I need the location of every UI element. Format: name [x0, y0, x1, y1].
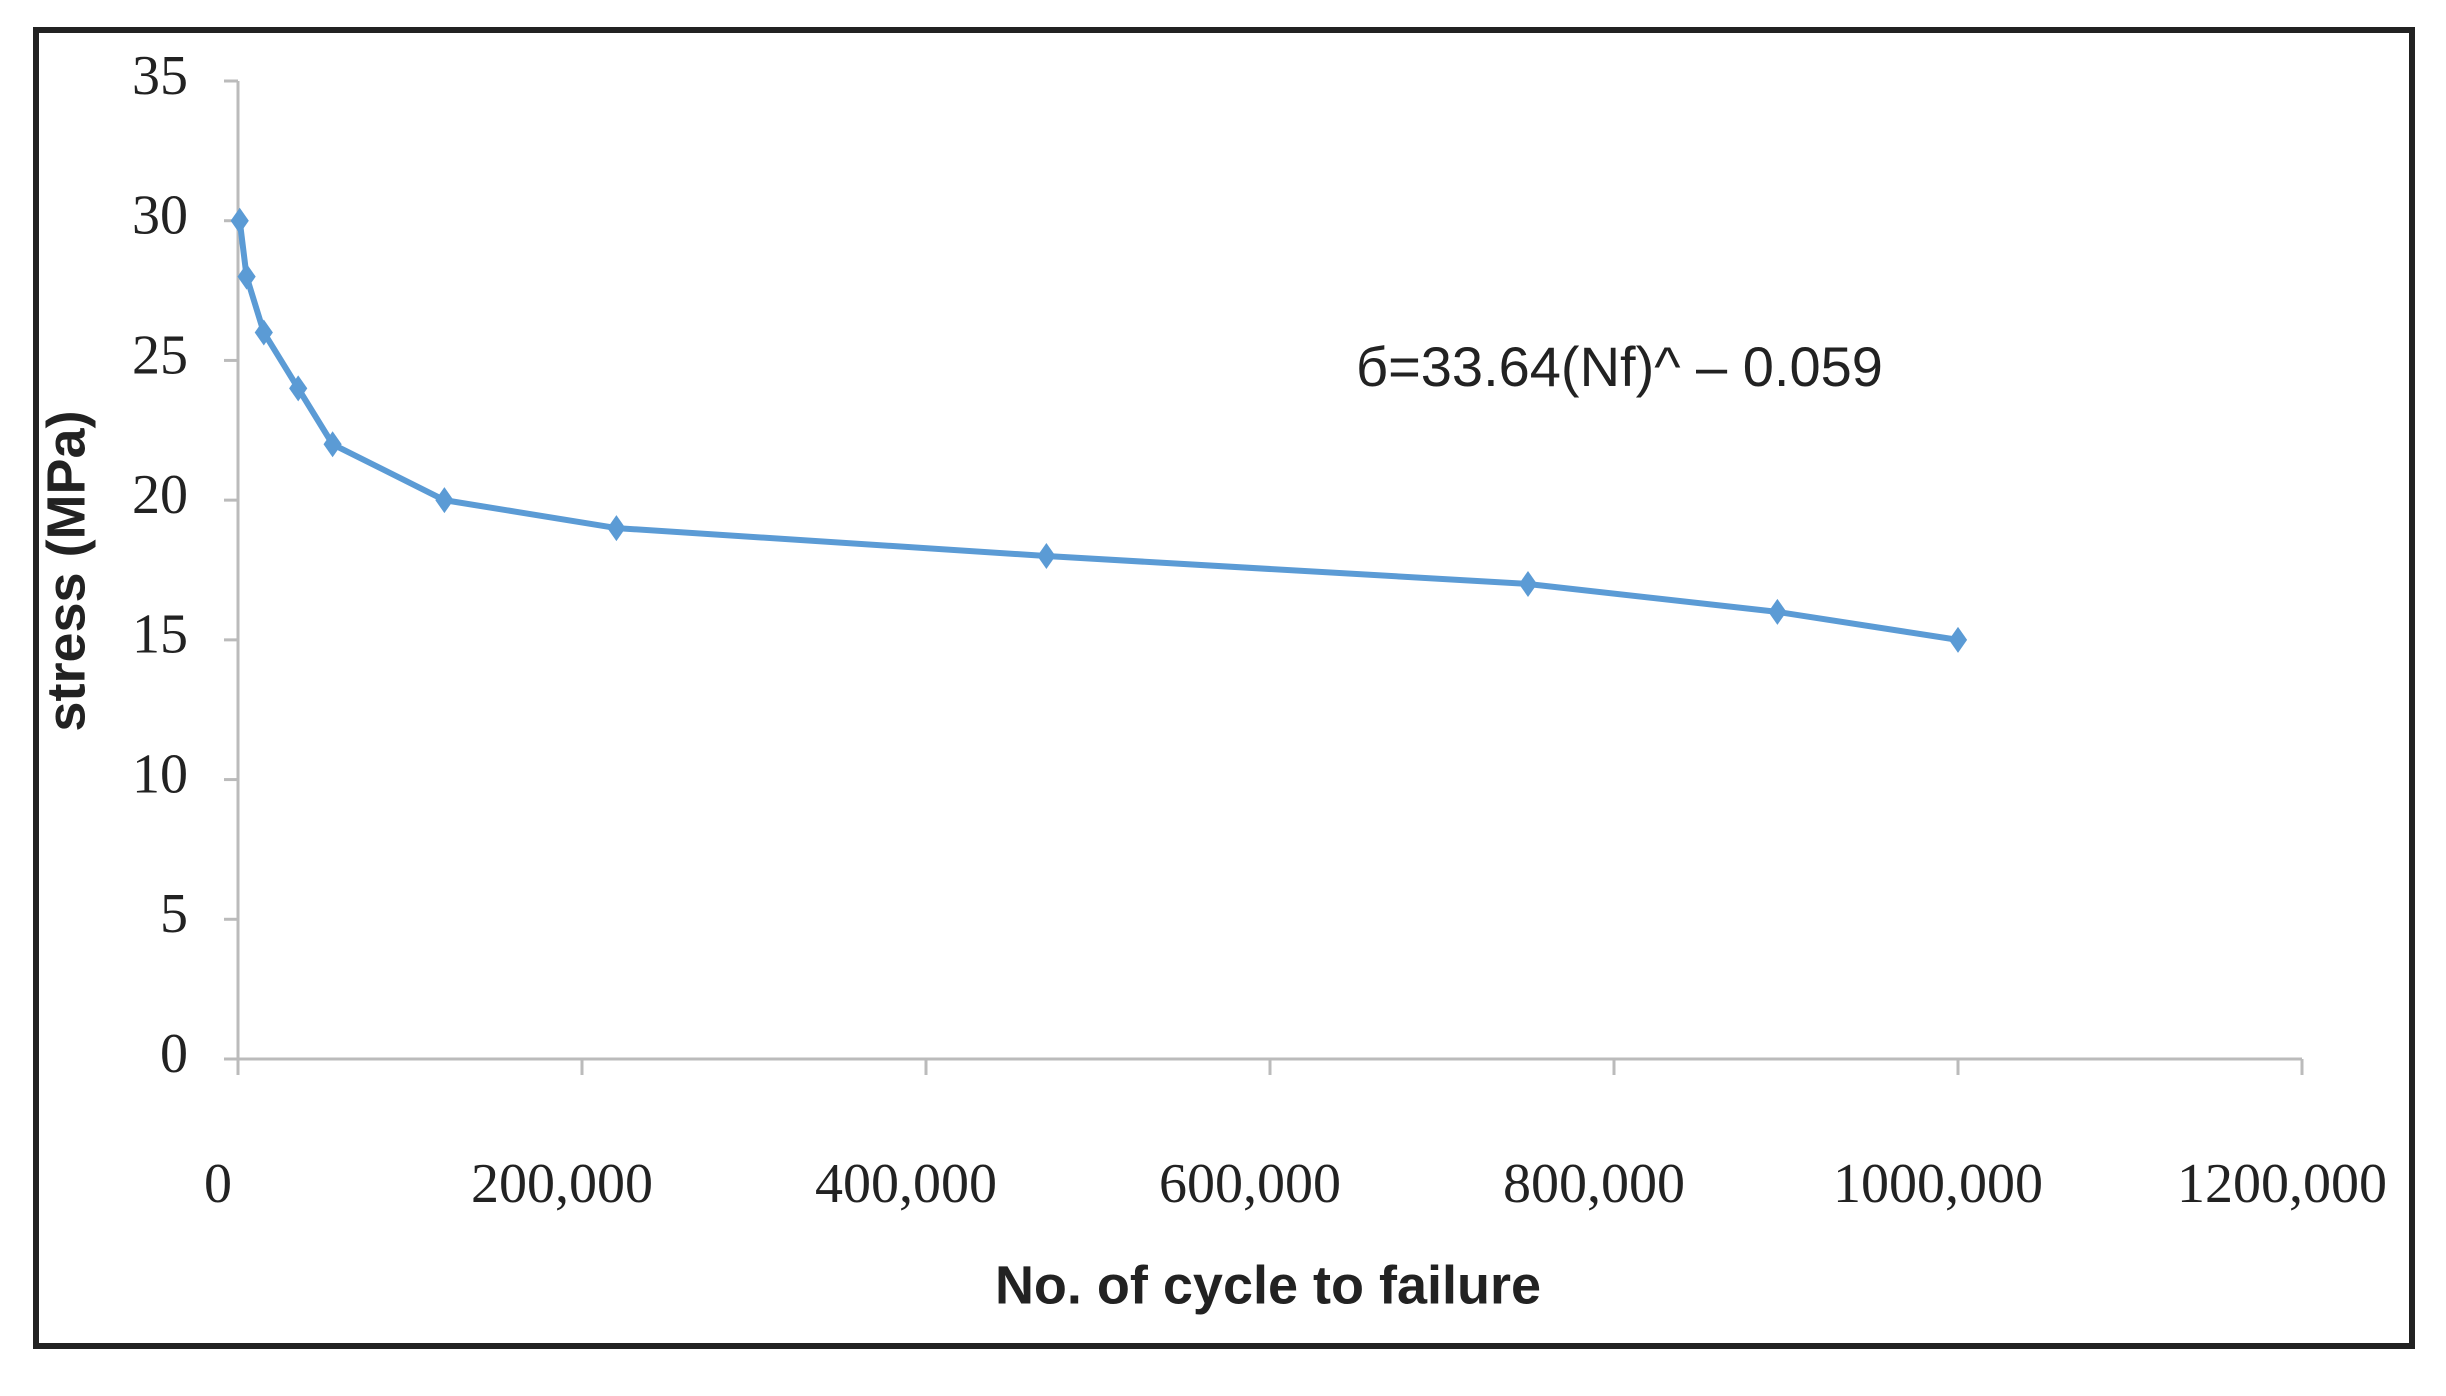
y-tick-label: 5 [160, 883, 188, 945]
data-point [289, 375, 308, 402]
x-tick-label: 600,000 [1159, 1153, 1341, 1215]
data-point [1518, 570, 1538, 597]
data-point [323, 431, 342, 458]
y-tick-label: 15 [132, 604, 188, 666]
y-tick-label: 0 [160, 1023, 188, 1085]
y-tick-label: 35 [132, 45, 188, 107]
data-point [435, 487, 454, 514]
x-tick-label: 1000,000 [1833, 1153, 2043, 1215]
y-axis-title: stress (MPa) [36, 410, 96, 731]
data-point [254, 319, 273, 346]
x-tick-label: 800,000 [1503, 1153, 1685, 1215]
x-tick-label: 0 [204, 1153, 232, 1215]
data-point [1768, 598, 1787, 625]
annotation: б=33.64(Nf)^ – 0.059 [1356, 335, 1883, 398]
chart-frame [33, 27, 2415, 1349]
x-axis-title: No. of cycle to failure [995, 1255, 1541, 1315]
x-tick-label: 1200,000 [2177, 1153, 2387, 1215]
y-tick-label: 25 [132, 324, 188, 386]
data-point [237, 263, 256, 290]
x-tick-label: 200,000 [471, 1153, 653, 1215]
data-point [230, 207, 249, 234]
x-tick-label: 400,000 [815, 1153, 997, 1215]
y-tick-label: 30 [132, 185, 188, 247]
y-tick-label: 20 [132, 464, 188, 526]
data-point [1037, 543, 1056, 570]
data-point [607, 515, 626, 542]
data-point [1948, 626, 1968, 653]
y-tick-label: 10 [132, 743, 188, 805]
